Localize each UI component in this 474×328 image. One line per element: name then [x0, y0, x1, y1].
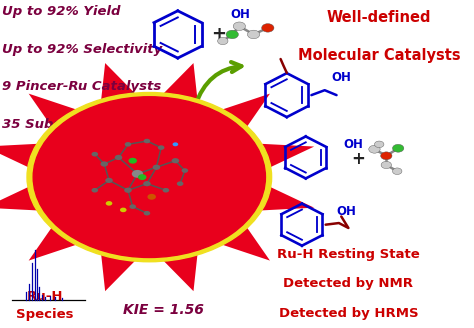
Circle shape [128, 158, 137, 164]
Circle shape [120, 208, 127, 212]
Polygon shape [100, 63, 139, 105]
Circle shape [158, 145, 164, 150]
Text: OH: OH [332, 71, 352, 84]
Text: Molecular Catalysts: Molecular Catalysts [298, 48, 461, 63]
Text: OH: OH [344, 138, 364, 151]
Circle shape [218, 37, 228, 45]
Circle shape [381, 161, 392, 169]
Text: KIE = 1.56: KIE = 1.56 [123, 302, 204, 317]
Circle shape [144, 211, 150, 215]
Polygon shape [254, 184, 314, 211]
Text: Up to 92% Selectivity: Up to 92% Selectivity [2, 43, 163, 56]
Polygon shape [28, 93, 83, 131]
Circle shape [163, 188, 169, 193]
Polygon shape [254, 143, 314, 170]
Circle shape [33, 97, 265, 257]
Text: OH: OH [231, 8, 251, 21]
Circle shape [105, 178, 113, 183]
Circle shape [233, 22, 246, 31]
Circle shape [132, 170, 143, 178]
Circle shape [226, 30, 238, 39]
Circle shape [124, 188, 132, 193]
Text: +: + [351, 150, 365, 168]
Polygon shape [216, 93, 270, 131]
Circle shape [369, 145, 380, 153]
Text: Well-defined: Well-defined [327, 10, 431, 25]
Text: Species: Species [16, 308, 74, 321]
Circle shape [262, 24, 274, 32]
Circle shape [392, 168, 402, 174]
Circle shape [27, 92, 272, 262]
Text: OH: OH [337, 205, 356, 218]
Circle shape [172, 158, 179, 163]
Text: Detected by NMR: Detected by NMR [283, 277, 413, 290]
Circle shape [147, 194, 156, 200]
Circle shape [129, 204, 136, 209]
Polygon shape [160, 63, 198, 105]
Polygon shape [0, 184, 45, 211]
Text: 35 Substrates: 35 Substrates [2, 118, 107, 131]
Circle shape [381, 152, 392, 160]
Polygon shape [100, 250, 139, 291]
Text: Up to 92% Yield: Up to 92% Yield [2, 5, 121, 18]
Circle shape [374, 141, 384, 148]
Circle shape [247, 30, 260, 39]
Circle shape [173, 142, 178, 146]
Polygon shape [216, 223, 270, 261]
Circle shape [100, 161, 108, 167]
Circle shape [125, 142, 131, 147]
Circle shape [143, 181, 151, 186]
Polygon shape [160, 250, 198, 291]
Circle shape [138, 174, 146, 180]
Circle shape [153, 165, 160, 170]
Text: 9 Pincer-Ru Catalysts: 9 Pincer-Ru Catalysts [2, 80, 162, 93]
Circle shape [91, 152, 98, 156]
Text: +: + [211, 26, 227, 43]
Circle shape [106, 201, 112, 206]
Polygon shape [28, 223, 83, 261]
Circle shape [177, 181, 183, 186]
Polygon shape [0, 143, 45, 170]
Circle shape [392, 144, 404, 152]
Circle shape [91, 188, 98, 193]
Text: Ru-H Resting State: Ru-H Resting State [277, 248, 420, 261]
Circle shape [115, 155, 122, 160]
Circle shape [182, 168, 188, 173]
Text: Detected by HRMS: Detected by HRMS [279, 307, 418, 320]
Text: Ru-H: Ru-H [27, 290, 64, 303]
Circle shape [144, 139, 150, 143]
